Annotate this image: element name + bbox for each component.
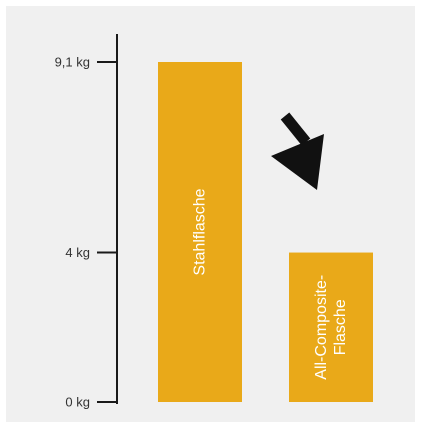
- arrow-head: [271, 134, 324, 190]
- bar-labels-group: Stahlflasche All-Composite- Flasche: [192, 188, 350, 379]
- y-tick-label: 9,1 kg: [55, 55, 90, 70]
- y-tick-label: 0 kg: [65, 395, 90, 410]
- bar-label-line: Flasche: [332, 299, 349, 355]
- bar-label-line: All-Composite-: [313, 275, 330, 380]
- y-axis: 0 kg 4 kg 9,1 kg: [55, 34, 118, 410]
- arrow-down-right-icon: [271, 112, 324, 190]
- bar-label-line: Stahlflasche: [192, 188, 209, 275]
- bar-all-composite-flasche: [289, 252, 373, 402]
- bar-label: Stahlflasche: [192, 188, 209, 275]
- bar-stahlflasche: [158, 62, 242, 402]
- bars-group: [158, 62, 373, 402]
- y-tick-label: 4 kg: [65, 245, 90, 260]
- arrow-shaft: [280, 112, 311, 146]
- bar-label: All-Composite- Flasche: [313, 275, 349, 380]
- y-axis-ticks: 0 kg 4 kg 9,1 kg: [55, 55, 117, 410]
